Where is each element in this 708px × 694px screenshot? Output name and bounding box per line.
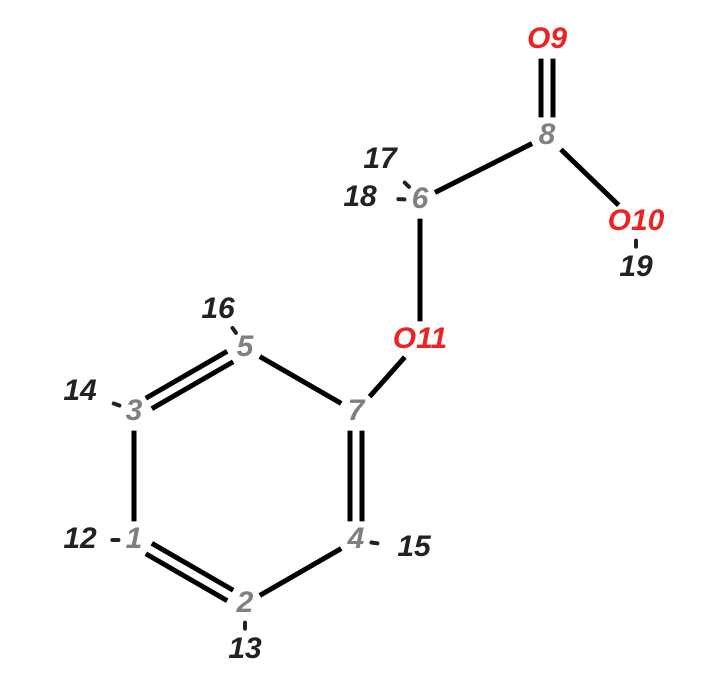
h-label-13: 13 (228, 632, 262, 665)
h-tick-14 (114, 403, 120, 405)
h-label-16: 16 (201, 292, 235, 325)
carbon-atom-5: 5 (237, 330, 255, 363)
h-label-14: 14 (63, 374, 97, 407)
carbon-atom-8: 8 (539, 118, 556, 151)
h-label-12: 12 (63, 522, 97, 555)
bond-8-9 (541, 59, 553, 118)
carbon-atom-7: 7 (348, 394, 366, 427)
bond-8-10 (561, 149, 619, 205)
carbon-atom-3: 3 (126, 394, 143, 427)
h-tick-17 (405, 183, 409, 187)
bond-3-5 (146, 351, 233, 408)
hydrogen-dots-layer (112, 183, 636, 629)
oxygen-atom-11: O11 (393, 322, 447, 355)
oxygen-atom-9: O9 (527, 22, 567, 55)
bond-2-4 (260, 549, 341, 596)
h-label-15: 15 (397, 530, 432, 563)
bond-4-7 (350, 431, 362, 522)
bond-1-2 (146, 543, 233, 600)
oxygen-atom-10: O10 (608, 204, 665, 237)
carbon-atom-2: 2 (236, 586, 254, 619)
carbon-atom-1: 1 (126, 522, 143, 555)
carbon-atom-6: 6 (412, 182, 429, 215)
bond-7-11 (370, 357, 405, 397)
h-tick-16 (232, 328, 235, 333)
carbon-atom-4: 4 (347, 522, 365, 555)
bond-5-7 (260, 357, 341, 404)
h-label-17: 17 (363, 142, 398, 175)
h-tick-15 (371, 543, 377, 544)
bond-6-8 (435, 144, 532, 193)
h-label-18: 18 (343, 180, 377, 213)
h-label-19: 19 (619, 250, 653, 283)
molecule-diagram: 12345678O9O10O11 1213141516171819 (0, 0, 708, 694)
